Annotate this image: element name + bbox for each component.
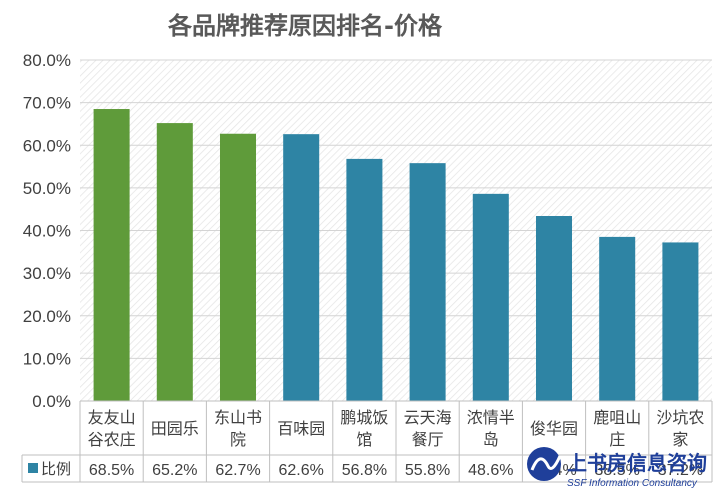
logo-emblem-icon xyxy=(527,447,562,481)
y-axis-tick-labels: 0.0% 10.0% 20.0% 30.0% 40.0% 50.0% 60.0% 70.0% 8… xyxy=(23,51,71,411)
x-tick-label: 田园乐 xyxy=(151,419,199,438)
watermark-text-en: SSF Information Consultancy xyxy=(567,478,698,489)
x-tick-label: 云天海 xyxy=(404,408,452,427)
y-tick-label: 50.0% xyxy=(23,179,71,198)
data-label: 56.8% xyxy=(342,462,387,479)
watermark-text-cn: 上书房信息咨询 xyxy=(567,451,707,475)
x-tick-label: 东山书 xyxy=(214,408,262,427)
x-tick-label: 庄 xyxy=(609,430,625,449)
x-tick-label: 家 xyxy=(672,430,688,449)
x-tick-label: 馆 xyxy=(356,430,372,449)
x-tick-label: 友友山 xyxy=(88,408,136,427)
data-label: 38.5% xyxy=(595,462,640,479)
legend-swatch xyxy=(28,463,38,473)
y-tick-label: 20.0% xyxy=(23,307,71,326)
y-tick-label: 60.0% xyxy=(23,136,71,155)
x-tick-label: 院 xyxy=(230,430,246,449)
bar xyxy=(219,133,257,401)
x-tick-label: 沙坑农 xyxy=(656,408,704,427)
y-tick-label: 70.0% xyxy=(23,94,71,113)
watermark-logo: 上书房信息咨询 SSF Information Consultancy xyxy=(527,447,707,489)
bar xyxy=(662,242,699,401)
bar xyxy=(599,236,636,401)
data-label: 68.5% xyxy=(89,462,134,479)
x-tick-label: 谷农庄 xyxy=(88,430,136,449)
x-tick-label: 浓情半 xyxy=(467,408,515,427)
y-tick-label: 30.0% xyxy=(23,264,71,283)
x-tick-label: 鹏城饭 xyxy=(340,408,388,427)
chart-title: 各品牌推荐原因排名-价格 xyxy=(167,12,443,40)
x-tick-label: 岛 xyxy=(483,430,499,449)
x-tick-label: 俊华园 xyxy=(530,419,578,438)
x-tick-label: 餐厅 xyxy=(412,430,444,449)
y-tick-label: 0.0% xyxy=(32,392,71,411)
data-label: 48.6% xyxy=(468,462,513,479)
y-tick-label: 10.0% xyxy=(23,349,71,368)
data-label: 62.6% xyxy=(279,462,324,479)
x-tick-label: 鹿咀山 xyxy=(593,408,641,427)
bar xyxy=(535,216,573,401)
data-label: 62.7% xyxy=(215,462,260,479)
legend-label: 比例 xyxy=(41,460,71,478)
data-label: 55.8% xyxy=(405,462,450,479)
bar xyxy=(409,163,446,401)
bar xyxy=(156,123,193,402)
bar xyxy=(472,193,509,401)
bar xyxy=(93,109,130,402)
x-tick-label: 百味园 xyxy=(277,419,325,438)
bar xyxy=(346,158,383,401)
bars xyxy=(93,109,699,402)
data-label: 37.2% xyxy=(658,462,703,479)
y-tick-label: 40.0% xyxy=(23,222,71,241)
data-label: 65.2% xyxy=(152,462,197,479)
y-tick-label: 80.0% xyxy=(23,51,71,70)
bar xyxy=(283,134,320,402)
